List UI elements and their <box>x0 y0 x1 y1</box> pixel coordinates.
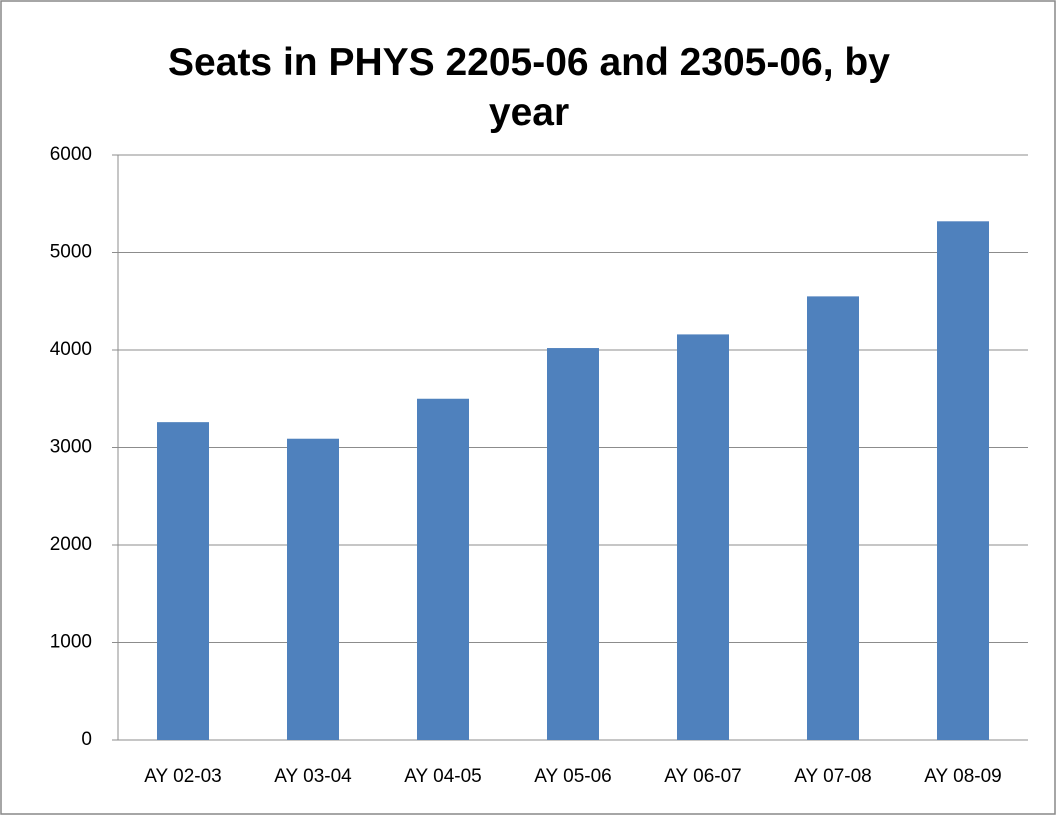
x-tick-label: AY 03-04 <box>274 766 352 787</box>
bar <box>677 334 729 740</box>
y-tick-label: 3000 <box>50 437 92 458</box>
bar <box>287 438 339 740</box>
x-tick-label: AY 07-08 <box>794 766 871 787</box>
x-tick-label: AY 06-07 <box>664 766 741 787</box>
bar <box>417 398 469 740</box>
bar <box>157 422 209 740</box>
y-tick-label: 1000 <box>50 632 92 653</box>
bar <box>937 221 989 741</box>
x-tick-label: AY 02-03 <box>144 766 221 787</box>
y-tick-label: 2000 <box>50 534 92 555</box>
y-tick-label: 0 <box>81 729 92 750</box>
x-tick-label: AY 08-09 <box>924 766 1001 787</box>
x-tick-label: AY 04-05 <box>404 766 481 787</box>
bar <box>807 296 859 740</box>
y-tick-label: 5000 <box>50 242 92 263</box>
x-tick-label: AY 05-06 <box>534 766 611 787</box>
y-tick-label: 4000 <box>50 339 92 360</box>
chart-title: Seats in PHYS 2205-06 and 2305-06, by ye… <box>168 41 890 134</box>
y-tick-label: 6000 <box>50 144 92 165</box>
bar <box>547 348 599 740</box>
